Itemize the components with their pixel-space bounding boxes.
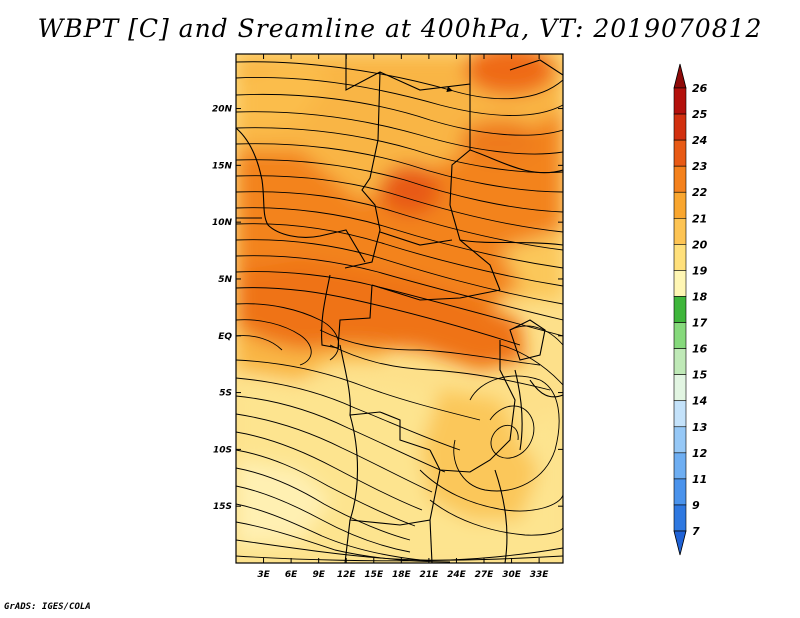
colorbar-label: 20 <box>692 238 708 251</box>
colorbar-label: 26 <box>692 82 708 95</box>
lat-label-10s: 10S <box>213 445 232 455</box>
colorbar-label: 16 <box>692 343 708 356</box>
colorbar-swatch <box>673 191 687 219</box>
lon-label-30e: 30E <box>502 570 522 580</box>
colorbar-label: 19 <box>692 264 708 277</box>
lon-label-9e: 9E <box>312 570 325 580</box>
map-panel[interactable] <box>236 45 563 563</box>
colorbar-swatch <box>673 296 687 323</box>
colorbar-label: 9 <box>692 499 700 512</box>
colorbar-swatch <box>673 452 687 480</box>
colorbar-label: 7 <box>692 525 700 538</box>
lat-label-20n: 20N <box>212 105 233 115</box>
grads-credit: GrADS: IGES/COLA <box>4 602 91 612</box>
lon-label-21e: 21E <box>420 570 440 580</box>
colorbar-swatch <box>673 165 687 193</box>
lat-label-eq: EQ <box>218 332 232 342</box>
colorbar-label: 18 <box>692 290 708 303</box>
lon-label-12e: 12E <box>337 570 357 580</box>
colorbar-swatch <box>673 270 687 297</box>
map-frame <box>235 53 564 564</box>
colorbar-bottom-arrow <box>673 530 687 556</box>
colorbar-swatch <box>673 244 687 271</box>
colorbar-label: 15 <box>692 369 708 382</box>
colorbar-label: 25 <box>692 108 708 121</box>
colorbar-swatch <box>673 426 687 454</box>
lon-label-3e: 3E <box>257 570 270 580</box>
lon-label-33e: 33E <box>530 570 550 580</box>
lon-label-18e: 18E <box>392 570 412 580</box>
colorbar-swatch <box>673 348 687 375</box>
lat-label-5s: 5S <box>219 389 232 399</box>
colorbar-swatch <box>673 374 687 402</box>
colorbar-label: 23 <box>692 160 708 173</box>
colorbar-swatch <box>673 322 687 349</box>
colorbar: 7 9 11 12 13 14 15 16 17 18 19 20 21 22 23 24 25 26 <box>673 63 708 556</box>
colorbar-label: 22 <box>692 186 708 199</box>
colorbar-label: 17 <box>692 317 708 330</box>
lon-label-15e: 15E <box>364 570 384 580</box>
colorbar-top-arrow <box>673 63 687 89</box>
colorbar-swatch <box>673 113 687 141</box>
colorbar-label: 21 <box>692 212 707 225</box>
colorbar-swatch <box>673 400 687 428</box>
colorbar-label: 24 <box>692 134 707 147</box>
longitude-axis: 3E 6E 9E 12E 15E 18E 21E 24E 27E 30E 33E <box>257 570 549 580</box>
colorbar-label: 14 <box>692 395 707 408</box>
chart-title: WBPT [C] and Sreamline at 400hPa, VT: 20… <box>37 14 763 43</box>
lat-label-5n: 5N <box>218 275 232 285</box>
lon-label-6e: 6E <box>285 570 298 580</box>
lat-label-10n: 10N <box>212 218 233 228</box>
lat-label-15s: 15S <box>213 502 232 512</box>
colorbar-swatch <box>673 478 687 506</box>
colorbar-label: 13 <box>692 421 708 434</box>
lon-label-24e: 24E <box>447 570 467 580</box>
colorbar-swatch <box>673 139 687 167</box>
colorbar-label: 11 <box>692 473 707 486</box>
colorbar-swatch <box>673 87 687 115</box>
lon-label-27e: 27E <box>475 570 495 580</box>
lat-label-15n: 15N <box>212 161 233 171</box>
country-borders <box>236 54 563 563</box>
wbpt-shading <box>236 54 563 563</box>
latitude-axis: 20N 15N 10N 5N EQ 5S 10S 15S <box>212 105 233 513</box>
colorbar-label: 12 <box>692 447 708 460</box>
colorbar-swatch <box>673 504 687 532</box>
colorbar-swatch <box>673 218 687 245</box>
